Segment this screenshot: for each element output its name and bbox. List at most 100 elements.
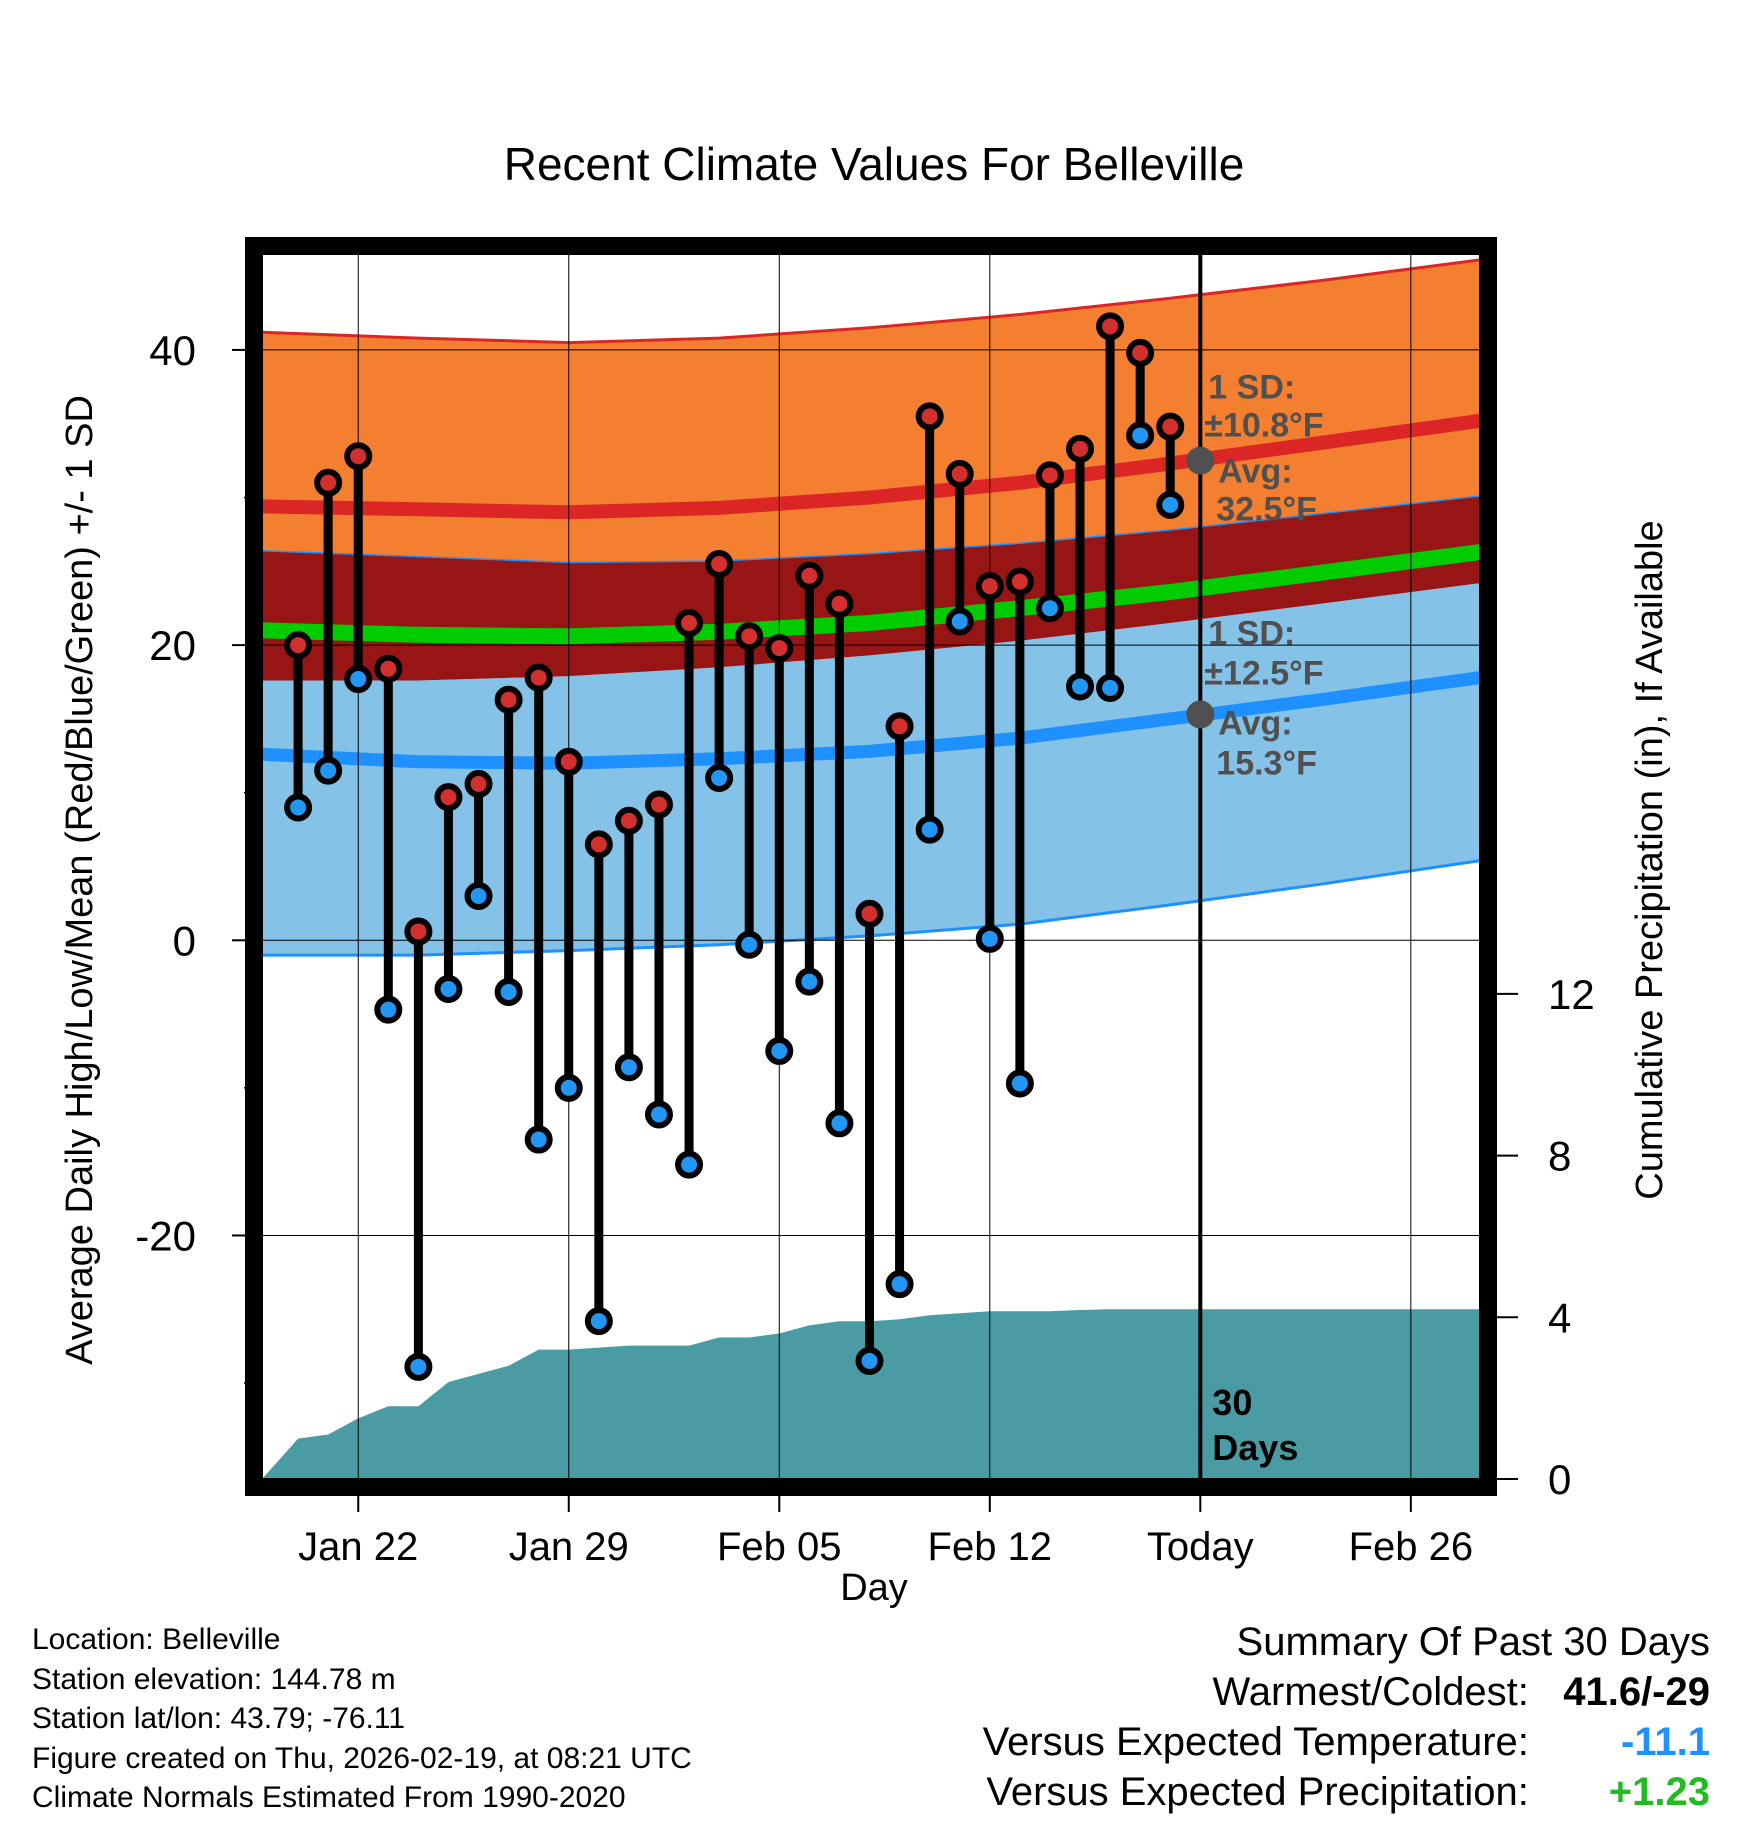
station-metadata: Location: Belleville Station elevation: … <box>32 1620 692 1818</box>
daily-high-point <box>945 459 974 488</box>
summary-precip-row: Versus Expected Precipitation: +1.23 <box>983 1767 1710 1817</box>
y-tick-label: -20 <box>135 1212 196 1259</box>
y2-tick-label: 8 <box>1548 1133 1571 1180</box>
daily-low-point <box>1066 672 1095 701</box>
daily-low-point <box>374 995 403 1024</box>
daily-low-point <box>404 1352 433 1381</box>
normal-low-line <box>261 671 1481 770</box>
y-tick-label: 40 <box>149 327 196 374</box>
normal-mean-line <box>261 544 1482 645</box>
summary-warmest-row: Warmest/Coldest: 41.6/-29 <box>983 1667 1711 1717</box>
daily-low-point <box>915 815 944 844</box>
high-plus-sd-line <box>261 258 1481 345</box>
x-tick-label: Feb 12 <box>928 1525 1053 1569</box>
high-avg-marker <box>1186 446 1215 475</box>
daily-low-point <box>975 924 1004 953</box>
x-axis-label: Day <box>840 1567 908 1609</box>
daily-low-point <box>765 1036 794 1065</box>
daily-low-point <box>614 1053 643 1082</box>
low-avg-label: Avg: <box>1218 704 1292 742</box>
daily-low-point <box>284 793 313 822</box>
y-tick-label: 0 <box>173 917 196 964</box>
daily-low-point <box>1126 421 1155 450</box>
y2-tick-label: 4 <box>1548 1294 1571 1341</box>
elevation-text: Station elevation: 144.78 m <box>32 1662 396 1696</box>
daily-high-point <box>644 790 673 819</box>
daily-low-point <box>945 607 974 636</box>
normal-high-line <box>261 413 1481 520</box>
y2-axis-label: Cumulative Precipitation (in), If Availa… <box>1629 520 1671 1199</box>
daily-high-point <box>915 402 944 431</box>
daily-low-point <box>644 1100 673 1129</box>
normals-text: Climate Normals Estimated From 1990-2020 <box>32 1781 626 1814</box>
daily-high-point <box>524 663 553 692</box>
daily-low-point <box>1005 1069 1034 1098</box>
plot-frame <box>245 237 1497 1496</box>
daily-high-point <box>675 608 704 637</box>
daily-low-point <box>675 1150 704 1179</box>
daily-low-point <box>494 977 523 1006</box>
daily-high-point <box>1035 461 1064 490</box>
daily-high-point <box>1066 434 1095 463</box>
temp-vs-expected-label: Versus Expected Temperature: <box>982 1720 1529 1764</box>
low-sd-value: ±12.5°F <box>1204 654 1323 692</box>
x-tick-label: Feb 26 <box>1349 1525 1474 1569</box>
daily-low-point <box>464 882 493 911</box>
daily-high-point <box>314 468 343 497</box>
daily-low-point <box>434 975 463 1003</box>
daily-high-point <box>494 685 523 714</box>
y-axis-label: Average Daily High/Low/Mean (Red/Blue/Gr… <box>59 395 101 1365</box>
daily-low-point <box>1035 594 1064 623</box>
summary-temp-row: Versus Expected Temperature: -11.1 <box>983 1717 1710 1767</box>
high-avg-label: Avg: <box>1218 453 1292 491</box>
daily-low-point <box>705 763 734 792</box>
daily-low-point <box>554 1073 583 1102</box>
daily-high-point <box>975 572 1004 601</box>
daily-high-point <box>765 634 794 663</box>
created-text: Figure created on Thu, 2026-02-19, at 08… <box>32 1741 692 1775</box>
high-avg-value: 32.5°F <box>1216 491 1317 529</box>
daily-high-point <box>1096 312 1125 341</box>
daily-high-point <box>1005 567 1034 596</box>
y-tick-label: 20 <box>149 622 196 669</box>
precip-vs-expected-value: +1.23 <box>1608 1770 1710 1814</box>
daily-low-point <box>1096 673 1125 702</box>
daily-low-point <box>855 1346 884 1375</box>
warmest-label: Warmest/Coldest: <box>1212 1670 1529 1714</box>
x-tick-label: Jan 29 <box>509 1525 629 1569</box>
location-text: Location: Belleville <box>32 1623 281 1656</box>
today-days-word: Days <box>1212 1427 1298 1468</box>
high-sd-value: ±10.8°F <box>1204 407 1323 445</box>
daily-high-point <box>1156 412 1185 441</box>
daily-high-point <box>284 631 313 660</box>
high-minus-sd-line <box>261 495 1481 564</box>
x-tick-label: Feb 05 <box>717 1525 842 1569</box>
daily-high-point <box>795 561 824 590</box>
daily-low-point <box>795 967 824 996</box>
climate-chart: Recent Climate Values For Belleville 1 S… <box>59 138 1671 1609</box>
high-sd-band <box>262 259 1480 563</box>
daily-high-point <box>855 899 884 928</box>
y2-tick-label: 12 <box>1548 971 1595 1018</box>
latlon-text: Station lat/lon: 43.79; -76.11 <box>32 1702 406 1735</box>
daily-low-point <box>314 756 343 785</box>
daily-high-point <box>735 622 764 651</box>
daily-low-point <box>735 930 764 959</box>
daily-high-point <box>554 747 583 776</box>
daily-high-point <box>374 654 403 683</box>
daily-low-point <box>1156 490 1185 519</box>
low-avg-value: 15.3°F <box>1216 744 1317 782</box>
summary-panel: Summary Of Past 30 Days Warmest/Coldest:… <box>983 1617 1710 1817</box>
daily-high-point <box>825 589 854 618</box>
daily-high-point <box>584 830 613 859</box>
warmest-value: 41.6/-29 <box>1563 1670 1710 1714</box>
daily-high-point <box>434 783 463 812</box>
high-sd-label: 1 SD: <box>1208 369 1295 407</box>
precip-vs-expected-label: Versus Expected Precipitation: <box>986 1770 1529 1814</box>
daily-low-point <box>825 1109 854 1138</box>
daily-high-point <box>1126 338 1155 367</box>
low-avg-marker <box>1186 700 1215 729</box>
x-tick-label: Jan 22 <box>298 1525 418 1569</box>
daily-low-point <box>344 665 373 694</box>
